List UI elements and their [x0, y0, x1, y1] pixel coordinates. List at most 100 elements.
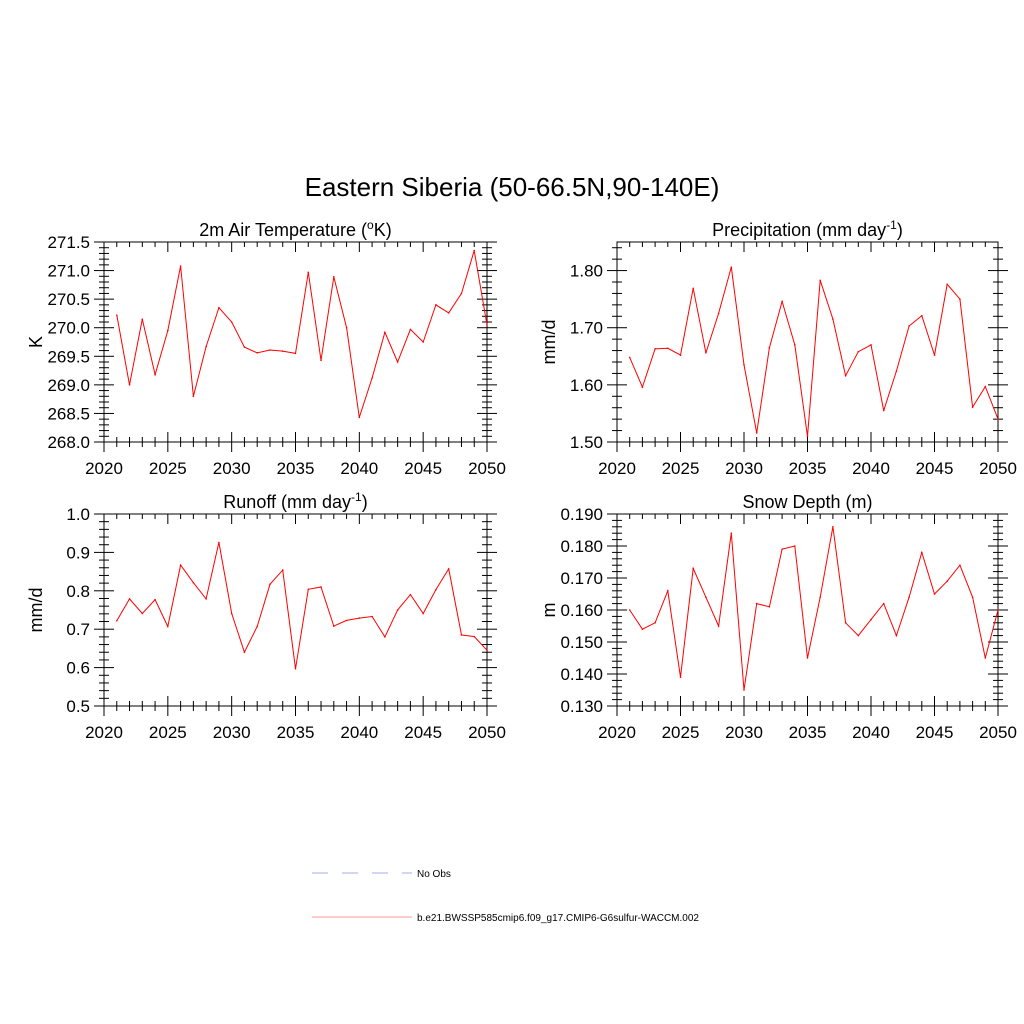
data-point [857, 634, 860, 637]
data-point [921, 551, 923, 554]
plot-frame [616, 241, 999, 443]
x-tick-label: 2030 [725, 459, 763, 478]
x-tick-label: 2025 [662, 723, 700, 742]
data-point [908, 596, 910, 598]
y-tick-label: 0.140 [560, 665, 603, 684]
data-point [205, 598, 207, 600]
data-point [997, 609, 999, 611]
data-point [641, 628, 644, 630]
x-tick-label: 2030 [213, 723, 251, 742]
data-point [409, 593, 412, 596]
data-point [705, 596, 707, 598]
data-point [320, 359, 322, 362]
data-point [447, 312, 450, 314]
plot-frame [103, 241, 488, 443]
panel-title-sup: o [367, 218, 374, 232]
data-point [307, 588, 310, 591]
x-tick-label: 2025 [662, 459, 700, 478]
data-point [281, 350, 284, 352]
y-tick-label: 0.8 [66, 582, 90, 601]
data-point [486, 649, 488, 652]
data-point [218, 541, 220, 544]
data-point [243, 651, 246, 654]
data-point [141, 612, 144, 615]
y-tick-label: 1.50 [570, 433, 603, 452]
data-point [154, 373, 156, 376]
data-point [946, 283, 948, 286]
panel-title: Precipitation (mm day-1) [712, 218, 903, 240]
panel-title-main: 2m Air Temperature ( [199, 220, 367, 240]
data-point [654, 348, 656, 350]
y-tick-label: 271.5 [47, 233, 90, 252]
data-point [755, 432, 758, 434]
x-tick-label: 2050 [468, 723, 506, 742]
data-point [333, 625, 335, 627]
data-point [984, 385, 987, 388]
data-point [179, 265, 182, 267]
data-point [857, 350, 860, 353]
data-point [768, 606, 771, 608]
data-point [844, 622, 847, 624]
x-tick-label: 2050 [468, 459, 506, 478]
data-point [895, 370, 898, 372]
data-point [667, 347, 669, 350]
data-point [755, 602, 758, 605]
data-point [781, 548, 783, 550]
x-tick-label: 2030 [213, 459, 251, 478]
data-point [230, 612, 233, 615]
data-point [281, 569, 284, 571]
y-tick-label: 0.9 [66, 543, 90, 562]
data-point [435, 304, 437, 306]
panel-title: Runoff (mm day-1) [223, 490, 367, 512]
panel-title-end: ) [897, 220, 903, 240]
data-point [422, 341, 424, 343]
data-point [946, 580, 948, 582]
data-point [256, 352, 259, 354]
data-point [473, 249, 476, 252]
data-point [794, 545, 796, 547]
y-tick-label: 0.190 [560, 505, 603, 524]
y-tick-label: 268.0 [47, 433, 90, 452]
data-point [384, 636, 386, 638]
data-point [730, 532, 733, 534]
data-point [218, 306, 220, 309]
data-point [460, 292, 463, 295]
x-tick-label: 2035 [277, 459, 315, 478]
x-tick-label: 2020 [598, 723, 636, 742]
y-tick-label: 0.7 [66, 620, 90, 639]
data-point [269, 583, 271, 586]
data-point [717, 625, 720, 627]
data-point [167, 329, 169, 332]
x-tick-label: 2035 [789, 723, 827, 742]
data-point [294, 352, 297, 355]
data-point [717, 312, 720, 315]
panel-title-end: ) [362, 492, 368, 512]
data-point [294, 667, 297, 670]
x-tick-label: 2040 [852, 723, 890, 742]
panel-title-main: Snow Depth (m) [742, 492, 872, 512]
panel-title: 2m Air Temperature (oK) [199, 218, 391, 240]
x-tick-label: 2025 [149, 723, 187, 742]
data-point [192, 395, 195, 398]
data-point [692, 567, 694, 570]
y-tick-label: 0.180 [560, 537, 603, 556]
x-tick-label: 2020 [85, 723, 123, 742]
data-point [882, 409, 885, 412]
data-point [115, 619, 118, 622]
y-tick-label: 269.0 [47, 376, 90, 395]
x-tick-label: 2035 [789, 459, 827, 478]
panel-2: Precipitation (mm day-1) mm/d 2020 2025 2030… [539, 218, 1017, 478]
y-tick-label: 268.5 [47, 404, 90, 423]
panel-title-sup: -1 [886, 218, 897, 232]
data-point [384, 331, 386, 334]
plot-frame [616, 513, 999, 707]
data-point [984, 657, 987, 659]
data-point [256, 625, 259, 628]
x-tick-label: 2020 [85, 459, 123, 478]
y-tick-label: 0.5 [66, 697, 90, 716]
data-point [908, 325, 910, 327]
data-point [679, 676, 682, 678]
data-point [243, 346, 246, 348]
x-tick-label: 2030 [725, 723, 763, 742]
data-point [396, 361, 399, 363]
